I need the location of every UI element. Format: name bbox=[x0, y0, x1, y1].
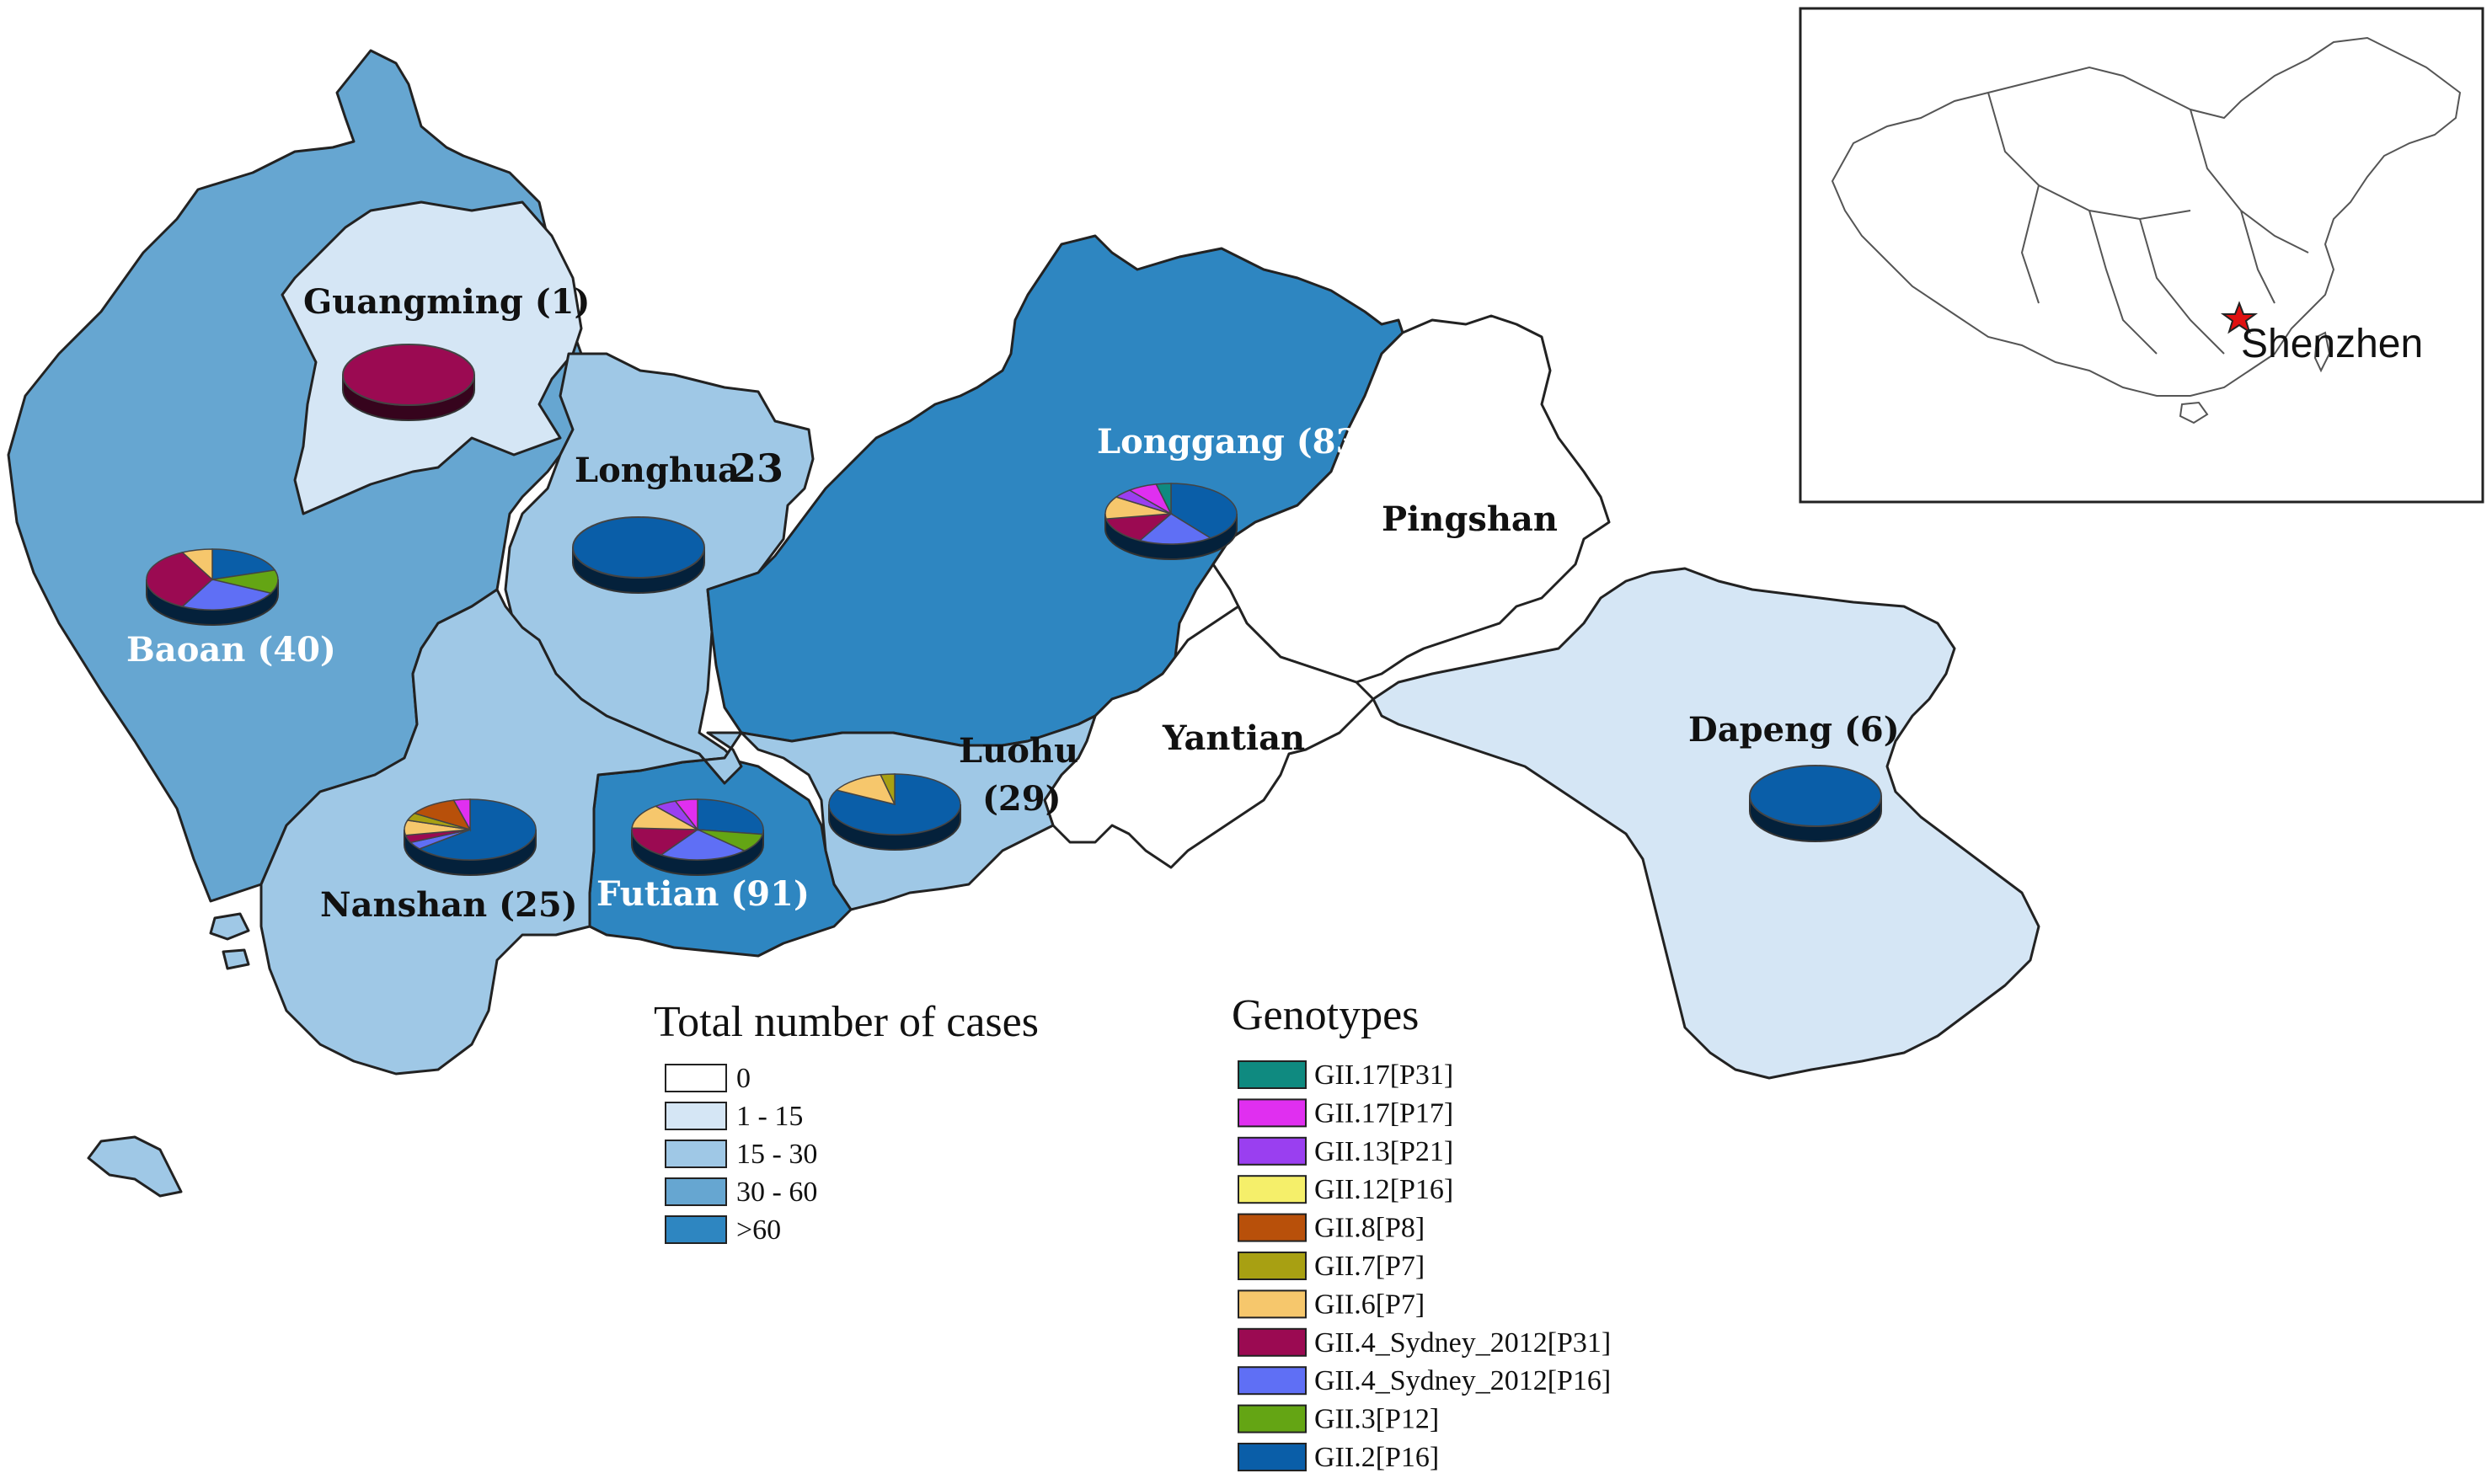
cases-legend-title: Total number of cases bbox=[654, 998, 1039, 1046]
pie-slice bbox=[1170, 483, 1238, 539]
pie-slice bbox=[342, 344, 475, 406]
genotype-legend-label: GII.6[P7] bbox=[1314, 1289, 1425, 1320]
label-longgang: Longgang (83) bbox=[1097, 422, 1375, 462]
label-longhua-count: 23 bbox=[730, 446, 783, 491]
region-dapeng[interactable] bbox=[1372, 567, 2040, 1080]
label-baoan: Baoan (40) bbox=[126, 630, 336, 670]
label-pingshan: Pingshan bbox=[1382, 499, 1558, 539]
genotype-legend-swatch bbox=[1238, 1060, 1307, 1089]
cases-legend-label: 15 - 30 bbox=[736, 1139, 817, 1170]
pie-slice bbox=[880, 773, 896, 805]
label-luohu: Luohu bbox=[959, 731, 1078, 771]
genotype-legend-label: GII.12[P16] bbox=[1314, 1174, 1453, 1205]
pie-luohu bbox=[828, 773, 961, 851]
shenzhen-label: Shenzhen bbox=[2241, 322, 2423, 366]
pie-slice bbox=[181, 548, 213, 581]
island-shape bbox=[87, 1135, 183, 1198]
genotype-legend-label: GII.4_Sydney_2012[P16] bbox=[1314, 1365, 1611, 1396]
province-borders bbox=[1987, 92, 2309, 355]
pie-slice bbox=[1749, 765, 1882, 827]
genotype-legend-swatch bbox=[1238, 1327, 1307, 1357]
label-dapeng: Dapeng (6) bbox=[1688, 710, 1900, 750]
pie-baoan bbox=[146, 548, 279, 626]
pie-longhua bbox=[572, 516, 705, 594]
genotype-legend-swatch bbox=[1238, 1175, 1307, 1204]
genotype-legend-label: GII.17[P17] bbox=[1314, 1097, 1453, 1129]
cases-legend-swatch bbox=[665, 1215, 727, 1244]
pie-dapeng bbox=[1749, 765, 1882, 842]
island-shape bbox=[222, 948, 250, 970]
genotype-legend-swatch bbox=[1238, 1404, 1307, 1433]
cases-legend-label: 1 - 15 bbox=[736, 1101, 803, 1132]
hainan-island bbox=[2179, 401, 2209, 424]
district-labels: Guangming (1) Baoan (40) Longhua 23 Long… bbox=[126, 282, 1900, 925]
genotype-legend-label: GII.17[P31] bbox=[1314, 1060, 1453, 1091]
pie-slice bbox=[1105, 513, 1174, 542]
pie-longgang bbox=[1104, 483, 1238, 560]
island-shape bbox=[209, 912, 250, 941]
genotype-legend-label: GII.7[P7] bbox=[1314, 1251, 1425, 1282]
cases-legend-swatch bbox=[665, 1102, 727, 1130]
genotype-legend-swatch bbox=[1238, 1443, 1307, 1471]
taiwan-island bbox=[2313, 331, 2331, 373]
genotype-legend-swatch bbox=[1238, 1213, 1307, 1242]
label-nanshan: Nanshan (25) bbox=[320, 885, 578, 925]
label-luohu-count: (29) bbox=[982, 779, 1062, 819]
pie-slice bbox=[631, 805, 698, 830]
genotype-legend-title: Genotypes bbox=[1232, 991, 1419, 1039]
pie-slice bbox=[1155, 483, 1172, 515]
genotype-legend-label: GII.13[P21] bbox=[1314, 1136, 1453, 1167]
cases-legend-label: >60 bbox=[736, 1214, 781, 1246]
cases-legend-swatch bbox=[665, 1177, 727, 1206]
pie-slice bbox=[631, 827, 700, 856]
cases-legend-label: 30 - 60 bbox=[736, 1177, 817, 1208]
genotype-legend-swatch bbox=[1238, 1098, 1307, 1128]
shenzhen-marker bbox=[2220, 301, 2259, 334]
label-futian: Futian (91) bbox=[596, 874, 810, 914]
pie-slice bbox=[146, 552, 214, 607]
cases-legend-swatch bbox=[665, 1064, 727, 1092]
pie-slice bbox=[572, 516, 705, 579]
pie-slice bbox=[1138, 513, 1212, 545]
cases-legend: Total number of cases 0 1 - 15 15 - 30 30 -… bbox=[654, 998, 1039, 1246]
pie-slice bbox=[674, 798, 698, 832]
label-longhua: Longhua bbox=[575, 451, 740, 490]
pie-nanshan bbox=[404, 798, 537, 876]
pie-slice bbox=[660, 829, 746, 861]
cases-legend-swatch bbox=[665, 1140, 727, 1168]
label-yantian: Yantian bbox=[1162, 718, 1305, 758]
pie-slice bbox=[835, 774, 896, 806]
pie-slice bbox=[697, 798, 764, 835]
region-yantian[interactable] bbox=[1043, 605, 1375, 869]
genotype-legend-swatch bbox=[1238, 1136, 1307, 1166]
cases-legend-label: 0 bbox=[736, 1063, 751, 1094]
china-inset: Shenzhen bbox=[1799, 7, 2484, 504]
genotype-legend-label: GII.3[P12] bbox=[1314, 1404, 1439, 1435]
genotype-legend-swatch bbox=[1238, 1366, 1307, 1396]
genotype-legend-swatch bbox=[1238, 1252, 1307, 1280]
pie-slice bbox=[418, 798, 537, 861]
cases-legend-items: 0 1 - 15 15 - 30 30 - 60 >60 bbox=[665, 1063, 817, 1246]
genotype-legend-label: GII.8[P8] bbox=[1314, 1213, 1425, 1244]
region-pingshan[interactable] bbox=[1211, 314, 1611, 684]
label-guangming: Guangming (1) bbox=[303, 282, 590, 322]
pie-slice bbox=[452, 798, 471, 832]
genotype-legend-items: GII.17[P31] GII.17[P17] GII.13[P21] GII.12[… bbox=[1238, 1060, 1611, 1473]
genotype-legend: Genotypes GII.17[P31] GII.17[P17] GII.13[P… bbox=[1232, 991, 1611, 1473]
pie-guangming bbox=[342, 344, 475, 421]
genotype-legend-label: GII.4_Sydney_2012[P31] bbox=[1314, 1327, 1611, 1359]
pie-futian bbox=[631, 798, 764, 876]
genotype-legend-label: GII.2[P16] bbox=[1314, 1442, 1439, 1473]
genotype-pie-charts bbox=[146, 344, 1882, 876]
genotype-legend-swatch bbox=[1238, 1289, 1307, 1319]
